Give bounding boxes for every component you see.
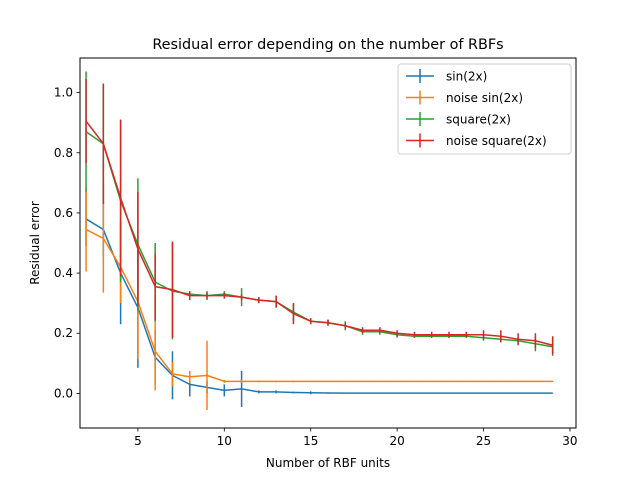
legend-item: noise square(2x) (406, 133, 547, 148)
axes-frame (79, 57, 577, 429)
x-axis-label: Number of RBF units (266, 456, 390, 470)
series-line (85, 228, 553, 383)
y-axis-label: Residual error (28, 201, 42, 285)
y-tick-label: 0.4 (54, 266, 73, 280)
legend-label: noise square(2x) (446, 134, 547, 148)
series-1 (85, 184, 554, 410)
legend-item: noise sin(2x) (406, 90, 523, 105)
y-tick-label: 0.2 (54, 326, 73, 340)
y-tick-label: 1.0 (54, 86, 73, 100)
y-tick-label: 0.8 (54, 146, 73, 160)
x-tick-label: 30 (562, 434, 577, 448)
y-axis: 0.0 0.2 0.4 0.6 0.8 1.0 (54, 86, 80, 400)
series-3 (85, 79, 554, 355)
series-line (85, 120, 553, 347)
legend-item: sin(2x) (406, 69, 487, 84)
legend: sin(2x) noise sin(2x) square(2x) noise squa… (397, 63, 572, 155)
x-tick-label: 10 (217, 434, 232, 448)
series-line (85, 218, 553, 394)
x-axis: 5 10 15 20 25 30 (134, 428, 578, 448)
y-tick-label: 0.6 (54, 206, 73, 220)
legend-box (397, 63, 572, 155)
x-tick-label: 20 (389, 434, 404, 448)
legend-label: square(2x) (446, 113, 511, 127)
y-tick-label: 0.0 (54, 386, 73, 400)
x-tick-label: 25 (476, 434, 491, 448)
legend-label: noise sin(2x) (446, 91, 523, 105)
x-tick-label: 5 (134, 434, 142, 448)
legend-item: square(2x) (406, 112, 511, 127)
plot-area (85, 71, 554, 410)
legend-label: sin(2x) (446, 70, 487, 84)
x-tick-label: 15 (303, 434, 318, 448)
chart-title: Residual error depending on the number o… (152, 37, 503, 53)
